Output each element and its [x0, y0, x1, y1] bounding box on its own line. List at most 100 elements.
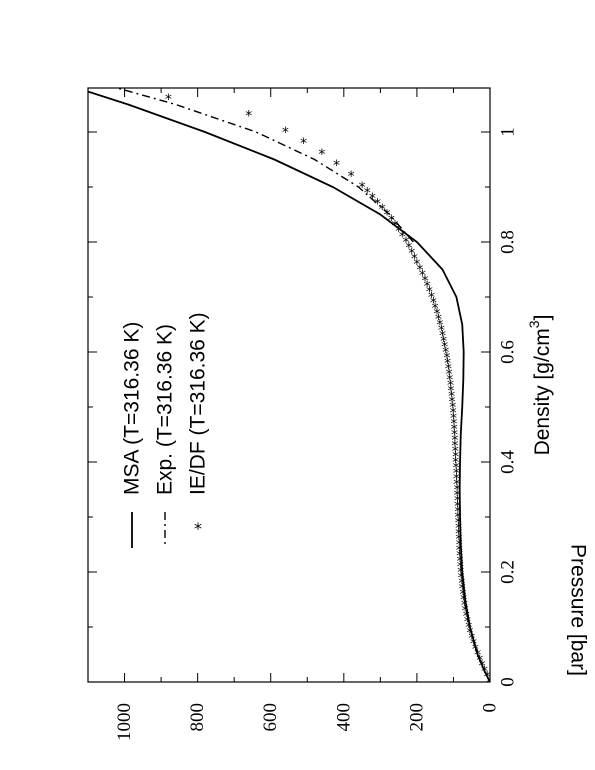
ie-df-point: *: [458, 571, 465, 587]
ie-df-point: *: [455, 527, 462, 543]
ie-df-point: *: [446, 367, 453, 383]
ie-df-point: *: [419, 268, 426, 284]
ie-df-point: *: [476, 653, 483, 669]
ie-df-point: *: [442, 345, 449, 361]
density-tick-label: 0.8: [498, 230, 519, 254]
legend-label: Exp. (T=316.36 K): [154, 324, 177, 495]
ie-df-point: *: [408, 246, 415, 262]
ie-df-point: *: [447, 378, 454, 394]
ie-df-point: *: [448, 395, 455, 411]
ie-df-point: *: [454, 505, 461, 521]
ie-df-point: *: [391, 219, 398, 235]
ie-df-point: *: [454, 488, 461, 504]
ie-df-point: *: [453, 466, 460, 482]
legend-label: IE/DF (T=316.36 K): [187, 312, 210, 495]
ie-df-point: *: [426, 285, 433, 301]
ie-df-point: *: [455, 532, 462, 548]
density-axis-title-superscript: 3: [526, 320, 542, 328]
ie-df-point: *: [451, 428, 458, 444]
ie-df-point: *: [466, 626, 473, 642]
ie-df-point: *: [456, 538, 463, 554]
ie-df-point: *: [359, 180, 366, 196]
plot-frame: [87, 87, 491, 683]
ie-df-point: *: [416, 263, 423, 279]
ie-df-point: *: [445, 362, 452, 378]
ie-df-point: *: [440, 334, 447, 350]
ie-df-point: *: [333, 158, 340, 174]
ie-df-point: *: [348, 169, 355, 185]
pressure-tick-label: 200: [406, 703, 427, 732]
ie-df-point: *: [438, 323, 445, 339]
ie-df-point: *: [470, 637, 477, 653]
ie-df-point: *: [455, 516, 462, 532]
ie-df-point: *: [443, 351, 450, 367]
density-axis-title-main: Density [g/cm: [531, 328, 554, 455]
ie-df-point: *: [374, 197, 381, 213]
ie-df-point: *: [461, 598, 468, 614]
ie-df-point: *: [454, 499, 461, 515]
density-tick-label: 0: [498, 677, 519, 687]
ie-df-point: *: [458, 576, 465, 592]
ie-df-point: *: [453, 461, 460, 477]
ie-df-point: *: [455, 521, 462, 537]
density-tick-label: 0.6: [498, 340, 519, 364]
density-tick-label: 0.4: [498, 450, 519, 474]
ie-df-point: *: [484, 670, 491, 686]
ie-df-point: *: [318, 147, 325, 163]
ie-df-point: *: [245, 109, 252, 125]
ie-df-point: *: [300, 136, 307, 152]
ie-df-point: *: [472, 642, 479, 658]
ie-df-point: *: [478, 659, 485, 675]
ie-df-point: *: [364, 186, 371, 202]
ie-df-point: *: [405, 241, 412, 257]
ie-df-point: *: [454, 510, 461, 526]
ie-df-point: *: [165, 92, 172, 108]
ie-df-point: *: [411, 252, 418, 268]
ie-df-point: *: [457, 565, 464, 581]
pressure-tick-label: 400: [333, 703, 354, 732]
ie-df-point: *: [452, 455, 459, 471]
density-tick-label: 0.2: [498, 560, 519, 584]
ie-df-point: *: [441, 340, 448, 356]
pressure-axis-title: Pressure [bar]: [567, 544, 590, 676]
ie-df-point: *: [452, 444, 459, 460]
ie-df-point: *: [444, 356, 451, 372]
ie-df-point: *: [453, 477, 460, 493]
ie-df-point: *: [439, 329, 446, 345]
ie-df-point: *: [462, 604, 469, 620]
ie-df-point: *: [457, 560, 464, 576]
density-axis-title-close: ]: [531, 315, 554, 321]
ie-df-point: *: [436, 318, 443, 334]
ie-df-point: *: [449, 400, 456, 416]
ie-df-point: *: [450, 417, 457, 433]
ie-df-point: *: [369, 191, 376, 207]
ie-df-point: *: [452, 450, 459, 466]
legend-label: MSA (T=316.36 K): [121, 322, 144, 495]
ie-df-point: *: [457, 554, 464, 570]
ie-df-point: *: [448, 389, 455, 405]
ie-df-point: *: [465, 620, 472, 636]
ie-df-point: *: [451, 433, 458, 449]
ie-df-point: *: [456, 549, 463, 565]
ie-df-point: *: [451, 439, 458, 455]
ie-df-point: *: [451, 422, 458, 438]
ie-df-point: *: [454, 483, 461, 499]
ie-df-point: *: [447, 384, 454, 400]
ie-df-point: *: [459, 582, 466, 598]
msa-line: [88, 90, 490, 682]
ie-df-point: *: [388, 213, 395, 229]
density-tick-label: 1: [498, 127, 519, 137]
ie-df-point: *: [481, 664, 488, 680]
ie-df-point: *: [456, 543, 463, 559]
ie-df-point: *: [450, 406, 457, 422]
ie-df-point: *: [379, 202, 386, 218]
ie-df-point: *: [435, 312, 442, 328]
pressure-tick-label: 600: [260, 703, 281, 732]
ie-df-point: *: [432, 301, 439, 317]
ie-df-point: *: [399, 230, 406, 246]
ie-df-point: *: [434, 307, 441, 323]
ie-df-point: *: [424, 279, 431, 295]
ie-df-point: *: [446, 373, 453, 389]
pressure-tick-label: 1000: [114, 703, 135, 741]
